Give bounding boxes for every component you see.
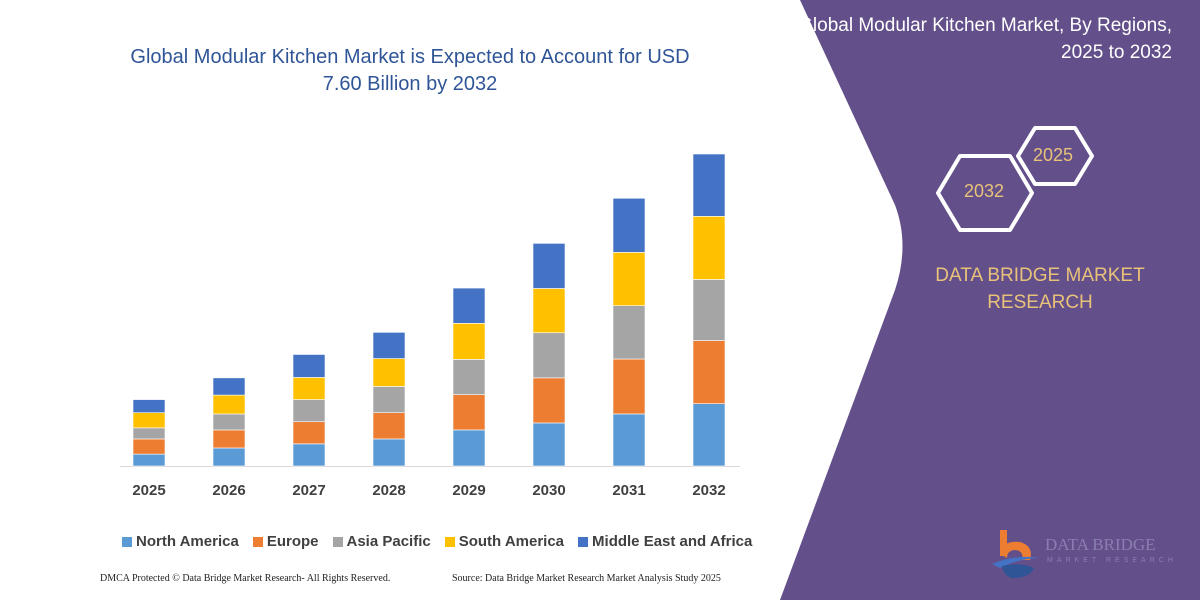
bar-segment-2027-north-america [292, 443, 326, 467]
bar-segment-2025-south-america [132, 412, 166, 429]
bar-segment-2028-asia-pacific [372, 386, 406, 414]
bar-segment-2030-south-america [532, 288, 566, 334]
bar-segment-2032-middle-east-and-africa [692, 153, 726, 217]
legend-label: Europe [266, 533, 319, 550]
bar-segment-2031-middle-east-and-africa [612, 197, 646, 253]
hexagon-2025-label: 2025 [1032, 145, 1074, 165]
bar-segment-2031-south-america [612, 252, 646, 306]
hexagon-2032 [936, 154, 1034, 232]
legend-item: Europe [252, 533, 319, 550]
legend-swatch [122, 536, 132, 547]
legend-item: Middle East and Africa [578, 533, 752, 550]
logo-icon [992, 530, 1040, 578]
x-tick-label: 2029 [452, 482, 485, 499]
bar-segment-2030-asia-pacific [532, 332, 566, 379]
legend-swatch [332, 536, 343, 547]
bar-segment-2026-north-america [212, 447, 246, 467]
bar-segment-2030-europe [532, 377, 566, 424]
bar-segment-2027-asia-pacific [292, 399, 326, 423]
legend-item: North America [122, 533, 239, 550]
legend-item: South America [444, 533, 565, 550]
bar-segment-2032-south-america [692, 216, 726, 280]
legend-item: Asia Pacific [332, 533, 431, 550]
x-tick-label: 2031 [612, 482, 645, 499]
bar-segment-2026-middle-east-and-africa [212, 377, 246, 396]
bar-segment-2032-north-america [692, 403, 726, 467]
bar-segment-2025-europe [132, 438, 166, 455]
bar-segment-2029-europe [452, 394, 486, 431]
brand-name: DATA BRIDGE MARKET RESEARCH [935, 265, 1145, 313]
bar-segment-2026-europe [212, 429, 246, 449]
x-tick-label: 2026 [212, 482, 245, 499]
x-tick-label: 2027 [292, 482, 325, 499]
bar-segment-2031-asia-pacific [612, 305, 646, 360]
footer-copyright: DMCA Protected © Data Bridge Market Rese… [100, 573, 391, 584]
bar-segment-2030-middle-east-and-africa [532, 243, 566, 289]
x-tick-label: 2025 [132, 482, 165, 499]
legend-label: South America [458, 533, 565, 550]
x-tick-label: 2032 [692, 482, 725, 499]
bar-segment-2032-europe [692, 340, 726, 404]
legend-swatch [252, 536, 263, 547]
side-panel-title: Global Modular Kitchen Market, By Region… [798, 15, 1172, 63]
footer-source: Source: Data Bridge Market Research Mark… [452, 573, 721, 584]
bar-segment-2026-asia-pacific [212, 413, 246, 431]
bar-segment-2029-south-america [452, 323, 486, 360]
stacked-bar-chart: 2025 2026 2027 2028 2029 2030 2031 2032 [120, 153, 740, 499]
bar-segment-2025-middle-east-and-africa [132, 399, 166, 414]
legend-label: Asia Pacific [346, 533, 431, 550]
hexagon-2032-label: 2032 [963, 181, 1005, 201]
bar-segment-2027-europe [292, 421, 326, 445]
bar-segment-2027-south-america [292, 377, 326, 400]
bar-segment-2028-south-america [372, 358, 406, 387]
bar-segment-2028-north-america [372, 438, 406, 467]
logo-subtext: MARKET RESEARCH [1047, 557, 1177, 564]
bar-segment-2032-asia-pacific [692, 279, 726, 341]
legend-swatch [578, 536, 589, 547]
bar-segment-2029-asia-pacific [452, 359, 486, 395]
legend-label: Middle East and Africa [592, 533, 753, 550]
bar-segment-2031-north-america [612, 413, 646, 467]
bar-segment-2025-asia-pacific [132, 427, 166, 440]
hexagon-2025 [1016, 126, 1094, 186]
bar-segment-2027-middle-east-and-africa [292, 354, 326, 378]
x-tick-label: 2030 [532, 482, 565, 499]
chart-title: Global Modular Kitchen Market is Expecte… [130, 46, 690, 95]
bar-segment-2030-north-america [532, 422, 566, 467]
bar-segment-2029-north-america [452, 429, 486, 467]
legend: North America Europe Asia Pacific South Ame… [122, 533, 752, 550]
bar-segment-2031-europe [612, 358, 646, 415]
legend-swatch [444, 536, 455, 547]
bar-segment-2025-north-america [132, 453, 166, 467]
x-tick-label: 2028 [372, 482, 405, 499]
bar-segment-2028-europe [372, 412, 406, 440]
legend-label: North America [136, 533, 239, 550]
logo-text: DATA BRIDGE [1045, 535, 1156, 554]
bar-segment-2026-south-america [212, 394, 246, 415]
bar-segment-2028-middle-east-and-africa [372, 332, 406, 359]
bar-segment-2029-middle-east-and-africa [452, 287, 486, 324]
